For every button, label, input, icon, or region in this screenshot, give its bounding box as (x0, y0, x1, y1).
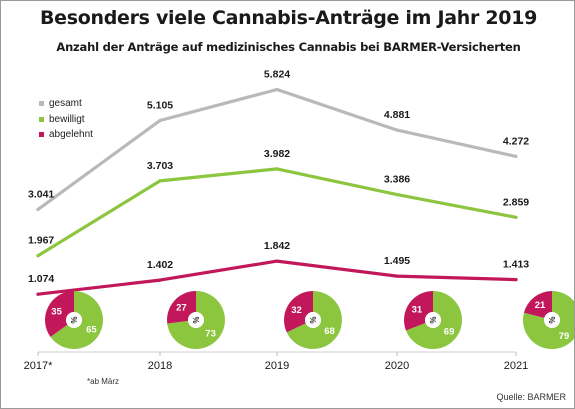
x-tick-label: 2019 (265, 360, 289, 372)
data-label-abgelehnt: 1.413 (503, 259, 529, 271)
pie-label-bewilligt: 69 (444, 327, 455, 338)
pie-slice-abgelehnt (283, 291, 313, 333)
pie-label-abgelehnt: 31 (412, 305, 423, 316)
data-label-gesamt: 5.105 (147, 100, 173, 112)
data-point-bewilligt (36, 254, 40, 258)
footnote: *ab März (87, 377, 120, 386)
data-label-bewilligt: 3.386 (384, 174, 410, 186)
data-point-abgelehnt (395, 274, 399, 278)
data-point-abgelehnt (275, 259, 279, 263)
data-point-gesamt (395, 128, 399, 132)
pie-label-abgelehnt: 35 (51, 307, 62, 318)
data-label-gesamt: 3.041 (28, 188, 54, 200)
data-point-bewilligt (275, 167, 279, 171)
pie-center-label: % (308, 316, 317, 323)
pie-slice-bewilligt (167, 291, 226, 349)
pie-hole (305, 312, 321, 328)
pie-slice-bewilligt (523, 291, 574, 349)
pie-slice-bewilligt (50, 291, 103, 350)
pie-center-label: % (191, 316, 200, 323)
data-label-abgelehnt: 1.842 (264, 240, 290, 252)
pie-slice-abgelehnt (44, 291, 74, 338)
data-label-bewilligt: 1.967 (28, 235, 54, 247)
pie-label-abgelehnt: 21 (535, 300, 546, 311)
data-point-abgelehnt (514, 278, 518, 282)
pie-label-bewilligt: 65 (86, 324, 97, 335)
pie-center-label: % (547, 316, 556, 323)
chart-subtitle: Anzahl der Anträge auf medizinisches Can… (56, 40, 521, 54)
legend-swatch-gesamt (39, 101, 44, 106)
legend-label-bewilligt: bewilligt (49, 114, 85, 125)
source-note: Quelle: BARMER (496, 392, 566, 402)
pie-label-abgelehnt: 32 (291, 305, 302, 316)
data-point-gesamt (275, 87, 279, 92)
x-tick-label: 2020 (385, 360, 409, 372)
pie-center-label: % (69, 316, 78, 323)
data-label-abgelehnt: 1.074 (28, 273, 54, 285)
legend-label-gesamt: gesamt (49, 98, 82, 109)
legend-label-abgelehnt: abgelehnt (49, 129, 93, 140)
data-label-gesamt: 4.272 (503, 135, 529, 147)
data-label-bewilligt: 2.859 (503, 196, 529, 208)
pie-slice-abgelehnt (167, 291, 196, 324)
legend-swatch-bewilligt (39, 117, 44, 122)
data-point-bewilligt (514, 215, 518, 219)
pie-center-label: % (428, 316, 437, 323)
pie-hole (425, 312, 441, 328)
data-point-bewilligt (158, 179, 162, 183)
data-point-gesamt (36, 207, 40, 211)
pie-label-bewilligt: 73 (205, 328, 216, 339)
data-label-gesamt: 4.881 (384, 109, 410, 121)
data-point-gesamt (514, 154, 518, 158)
x-tick-label: 2018 (148, 360, 172, 372)
series-line-abgelehnt (36, 259, 518, 296)
pie-label-bewilligt: 79 (559, 331, 570, 342)
data-label-bewilligt: 3.982 (264, 148, 290, 160)
pie-label-bewilligt: 68 (324, 326, 335, 337)
pie-hole (544, 312, 560, 328)
pie-hole (188, 312, 204, 328)
data-point-abgelehnt (36, 292, 40, 296)
data-point-bewilligt (395, 193, 399, 197)
pie-slice-bewilligt (406, 291, 462, 349)
data-label-gesamt: 5.824 (264, 69, 290, 81)
pie-label-abgelehnt: 27 (176, 303, 187, 314)
data-label-abgelehnt: 1.402 (147, 259, 173, 271)
pie-slice-abgelehnt (403, 290, 433, 331)
pie-slice-bewilligt (286, 291, 342, 349)
x-tick-label: 2021 (504, 360, 528, 372)
pie-hole (66, 312, 82, 328)
data-label-bewilligt: 3.703 (147, 160, 173, 172)
pie-slice-abgelehnt (523, 291, 552, 319)
x-tick-label: 2017* (24, 360, 53, 372)
chart-title: Besonders viele Cannabis-Anträge im Jahr… (39, 7, 538, 29)
legend-swatch-abgelehnt (39, 132, 44, 137)
data-label-abgelehnt: 1.495 (384, 255, 410, 267)
data-point-gesamt (158, 118, 162, 123)
data-point-abgelehnt (158, 278, 162, 282)
